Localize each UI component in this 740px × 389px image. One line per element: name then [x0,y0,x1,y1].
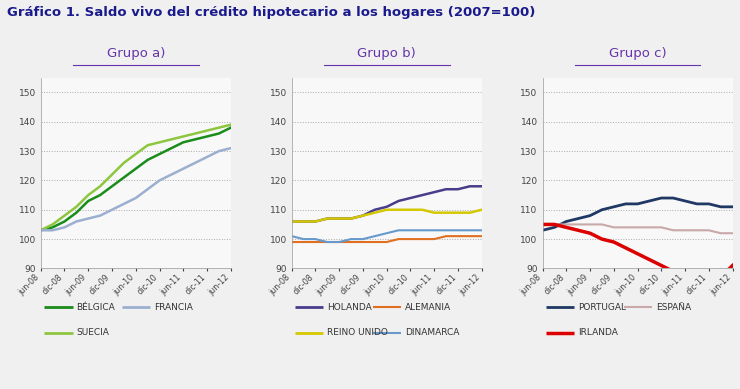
Text: Grupo c): Grupo c) [609,47,667,60]
Text: Gráfico 1. Saldo vivo del crédito hipotecario a los hogares (2007=100): Gráfico 1. Saldo vivo del crédito hipote… [7,6,536,19]
Text: ALEMANIA: ALEMANIA [405,303,451,312]
Text: ESPAÑA: ESPAÑA [656,303,691,312]
Text: Grupo b): Grupo b) [357,47,416,60]
Text: DINAMARCA: DINAMARCA [405,328,460,337]
Text: FRANCIA: FRANCIA [154,303,193,312]
Text: BÉLGICA: BÉLGICA [76,303,115,312]
Text: PORTUGAL: PORTUGAL [578,303,626,312]
Text: HOLANDA: HOLANDA [327,303,372,312]
Text: Grupo a): Grupo a) [107,47,165,60]
Text: SUECIA: SUECIA [76,328,109,337]
Text: IRLANDA: IRLANDA [578,328,618,337]
Text: REINO UNIDO: REINO UNIDO [327,328,388,337]
